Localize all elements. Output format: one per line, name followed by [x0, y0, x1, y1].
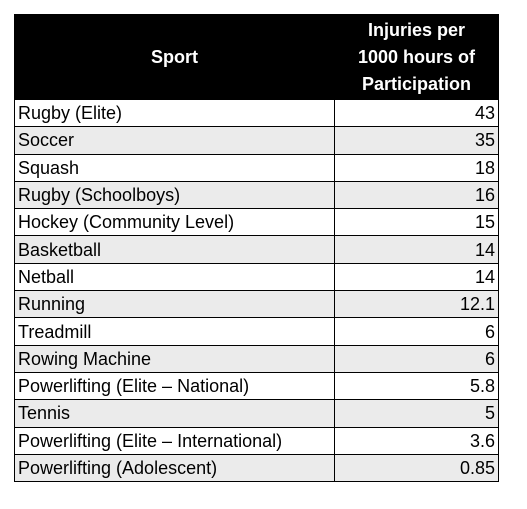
- table-row: Rugby (Elite) 43: [14, 98, 499, 128]
- table-row: Hockey (Community Level) 15: [14, 208, 499, 237]
- header-injuries-line: Injuries per: [367, 19, 466, 40]
- table-row: Soccer 35: [14, 126, 499, 155]
- injury-rate-cell: 3.6: [334, 426, 499, 455]
- sport-cell: Running: [14, 290, 335, 319]
- injury-rate-cell: 14: [334, 262, 499, 292]
- table-row: Tennis 5: [14, 399, 499, 428]
- table-body: Rugby (Elite) 43 Soccer 35 Squash 18 Rug…: [14, 98, 499, 483]
- header-injuries-line: Participation: [361, 73, 472, 94]
- injury-rate-cell: 15: [334, 208, 499, 237]
- table-row: Squash 18: [14, 153, 499, 182]
- injury-rate-cell: 12.1: [334, 290, 499, 319]
- sport-cell: Squash: [14, 153, 335, 182]
- table-row: Treadmill 6: [14, 317, 499, 346]
- table-row: Powerlifting (Elite – International) 3.6: [14, 426, 499, 455]
- injury-rate-cell: 18: [334, 153, 499, 182]
- table-row: Powerlifting (Elite – National) 5.8: [14, 371, 499, 401]
- table-header: Sport Injuries per 1000 hours of Partici…: [14, 14, 499, 100]
- injury-rate-cell: 43: [334, 98, 499, 128]
- sport-cell: Soccer: [14, 126, 335, 155]
- sport-cell: Rugby (Elite): [14, 98, 335, 128]
- sport-cell: Tennis: [14, 399, 335, 428]
- header-sport: Sport: [14, 14, 335, 100]
- table-row: Running 12.1: [14, 290, 499, 319]
- header-injuries: Injuries per 1000 hours of Participation: [334, 14, 499, 100]
- injury-rate-cell: 5.8: [334, 371, 499, 401]
- sport-cell: Basketball: [14, 235, 335, 264]
- sport-cell: Hockey (Community Level): [14, 208, 335, 237]
- injury-table-container: Sport Injuries per 1000 hours of Partici…: [14, 14, 499, 483]
- injury-rate-cell: 6: [334, 317, 499, 346]
- sport-cell: Treadmill: [14, 317, 335, 346]
- table-row: Powerlifting (Adolescent) 0.85: [14, 453, 499, 483]
- injury-rate-table: Sport Injuries per 1000 hours of Partici…: [14, 14, 499, 483]
- table-row: Netball 14: [14, 262, 499, 292]
- injury-rate-cell: 16: [334, 180, 499, 210]
- sport-cell: Powerlifting (Elite – National): [14, 371, 335, 401]
- header-row: Sport Injuries per 1000 hours of Partici…: [14, 14, 499, 100]
- header-injuries-line: 1000 hours of: [357, 46, 476, 67]
- injury-rate-cell: 6: [334, 344, 499, 373]
- injury-rate-cell: 14: [334, 235, 499, 264]
- table-row: Basketball 14: [14, 235, 499, 264]
- sport-cell: Netball: [14, 262, 335, 292]
- table-row: Rowing Machine 6: [14, 344, 499, 373]
- injury-rate-cell: 5: [334, 399, 499, 428]
- table-row: Rugby (Schoolboys) 16: [14, 180, 499, 210]
- sport-cell: Rowing Machine: [14, 344, 335, 373]
- injury-rate-cell: 35: [334, 126, 499, 155]
- sport-cell: Powerlifting (Elite – International): [14, 426, 335, 455]
- sport-cell: Powerlifting (Adolescent): [14, 453, 335, 483]
- sport-cell: Rugby (Schoolboys): [14, 180, 335, 210]
- injury-rate-cell: 0.85: [334, 453, 499, 483]
